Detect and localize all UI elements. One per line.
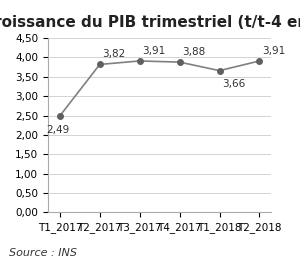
Text: 3,82: 3,82 — [103, 50, 126, 60]
Text: 3,91: 3,91 — [262, 46, 286, 56]
Title: Croissance du PIB trimestriel (t/t-4 en %): Croissance du PIB trimestriel (t/t-4 en … — [0, 15, 300, 30]
Text: 2,49: 2,49 — [46, 124, 69, 135]
Text: 3,88: 3,88 — [182, 47, 206, 57]
Text: 3,91: 3,91 — [142, 46, 166, 56]
Text: Source : INS: Source : INS — [9, 248, 77, 258]
Text: 3,66: 3,66 — [222, 79, 246, 89]
